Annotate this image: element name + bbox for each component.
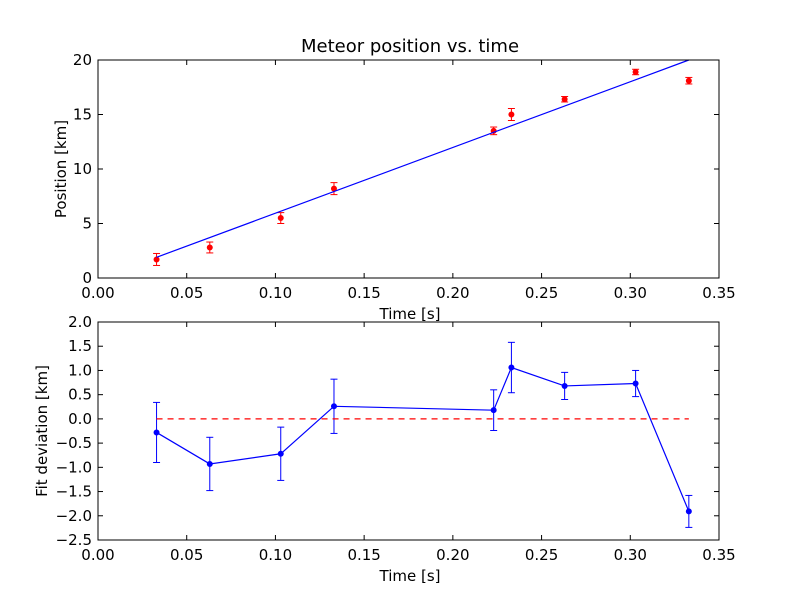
data-point — [330, 403, 337, 410]
x-tick-label: 0.20 — [436, 284, 469, 302]
x-tick-label: 0.00 — [81, 546, 114, 564]
plot-marks — [153, 59, 693, 266]
x-tick-label: 0.35 — [702, 284, 735, 302]
plot-marks — [153, 341, 693, 528]
x-tick-label: 0.25 — [525, 284, 558, 302]
deviation-chart: Time [s] Fit deviation [km] 0.00 0.05 0.10… — [33, 313, 736, 585]
data-point — [277, 450, 284, 457]
y-tick-label: −1.5 — [56, 483, 92, 501]
data-point — [206, 460, 213, 467]
y-tick-label: 5 — [82, 215, 92, 233]
chart-title: Meteor position vs. time — [301, 36, 519, 57]
data-point — [632, 68, 639, 75]
data-point — [685, 77, 692, 84]
x-axis-label: Time [s] — [379, 567, 441, 585]
y-axis-label: Position [km] — [52, 120, 70, 218]
x-tick-label: 0.30 — [614, 284, 647, 302]
data-point — [490, 407, 497, 414]
x-tick-label: 0.20 — [436, 546, 469, 564]
y-axis-label: Fit deviation [km] — [33, 365, 51, 497]
data-point — [685, 508, 692, 515]
data-point — [561, 382, 568, 389]
x-tick-label: 0.10 — [259, 546, 292, 564]
y-tick-label: −1.0 — [56, 458, 92, 476]
y-tick-label: −2.5 — [56, 531, 92, 549]
x-tick-label: 0.35 — [702, 546, 735, 564]
x-tick-label: 0.10 — [259, 284, 292, 302]
axis-ticks: 0.00 0.05 0.10 0.15 0.20 0.25 0.30 0.35 2.0 1.5 1.… — [56, 313, 736, 564]
data-point — [561, 96, 568, 103]
fit-line — [156, 59, 690, 258]
y-tick-label: 10 — [73, 160, 92, 178]
y-tick-label: 1.0 — [68, 361, 92, 379]
y-tick-label: −0.5 — [56, 434, 92, 452]
axis-ticks: 0.00 0.05 0.10 0.15 0.20 0.25 0.30 0.35 0 5 10 15 20 — [73, 51, 736, 302]
x-tick-label: 0.25 — [525, 546, 558, 564]
x-axis-label: Time [s] — [379, 305, 441, 323]
x-tick-label: 0.15 — [347, 284, 380, 302]
x-tick-label: 0.05 — [170, 284, 203, 302]
data-point — [632, 380, 639, 387]
y-tick-label: 0 — [82, 269, 92, 287]
data-point — [153, 429, 160, 436]
data-point — [508, 111, 515, 118]
y-tick-label: 20 — [73, 51, 92, 69]
plot-frame — [97, 321, 720, 541]
x-tick-label: 0.15 — [347, 546, 380, 564]
y-tick-label: 1.5 — [68, 337, 92, 355]
y-tick-label: −2.0 — [56, 507, 92, 525]
x-tick-label: 0.30 — [614, 546, 647, 564]
position-chart: Meteor position vs. time Time [s] Positi… — [52, 36, 736, 323]
plot-frame — [97, 59, 720, 279]
y-tick-label: 0.0 — [68, 410, 92, 428]
y-tick-label: 15 — [73, 106, 92, 124]
data-point — [508, 364, 515, 371]
y-tick-label: 2.0 — [68, 313, 92, 331]
x-tick-label: 0.05 — [170, 546, 203, 564]
data-point — [277, 215, 284, 222]
data-point — [153, 256, 160, 263]
data-point — [206, 244, 213, 251]
x-tick-label: 0.00 — [81, 284, 114, 302]
y-tick-label: 0.5 — [68, 386, 92, 404]
